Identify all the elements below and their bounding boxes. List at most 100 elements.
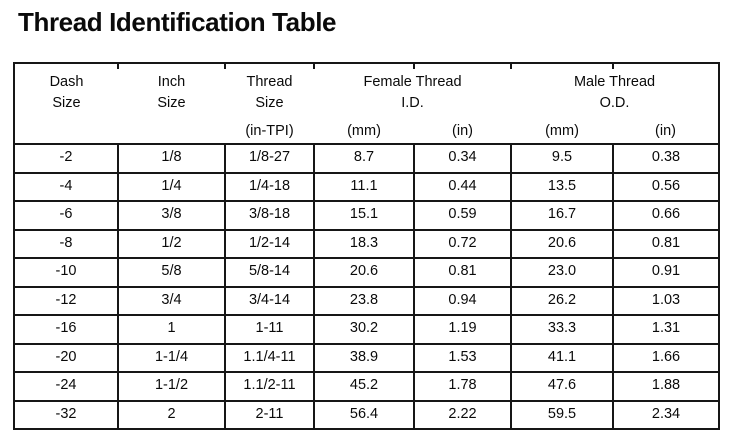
cell-female-in: 0.59 bbox=[413, 200, 512, 231]
cell-male-mm: 59.5 bbox=[510, 399, 614, 430]
cell-dash: -16 bbox=[13, 314, 119, 345]
column-tick bbox=[313, 64, 315, 69]
cell-dash: -6 bbox=[13, 200, 119, 231]
table-row: -24 1-1/2 1.1/2-11 45.2 1.78 47.6 1.88 bbox=[13, 371, 721, 402]
cell-thread: 1/8-27 bbox=[224, 143, 315, 174]
cell-female-mm: 23.8 bbox=[313, 285, 415, 316]
cell-inch: 2 bbox=[117, 399, 226, 430]
cell-female-in: 1.19 bbox=[413, 314, 512, 345]
cell-female-mm: 8.7 bbox=[313, 143, 415, 174]
table-body: -2 1/8 1/8-27 8.7 0.34 9.5 0.38 -4 1/4 1… bbox=[13, 143, 721, 430]
table-row: -8 1/2 1/2-14 18.3 0.72 20.6 0.81 bbox=[13, 228, 721, 259]
header-male-in: (in) bbox=[655, 123, 676, 140]
header-male-thread: Male Thread bbox=[573, 74, 656, 91]
cell-male-mm: 47.6 bbox=[510, 371, 614, 402]
cell-thread: 1.1/4-11 bbox=[224, 342, 315, 373]
header-female-mm: (mm) bbox=[347, 123, 381, 140]
cell-male-mm: 33.3 bbox=[510, 314, 614, 345]
page-title: Thread Identification Table bbox=[18, 7, 337, 37]
header-female-thread: Female Thread bbox=[363, 74, 462, 91]
cell-female-in: 0.72 bbox=[413, 228, 512, 259]
data-table: Dash Inch Thread Female Thread Male Thre… bbox=[13, 62, 721, 430]
header-empty bbox=[118, 115, 225, 144]
cell-thread: 3/4-14 bbox=[224, 285, 315, 316]
cell-female-mm: 15.1 bbox=[313, 200, 415, 231]
header-female-in: (in) bbox=[452, 123, 473, 140]
header-row-3: (in-TPI) (mm) (in) (mm) (in) bbox=[14, 115, 719, 144]
cell-dash: -12 bbox=[13, 285, 119, 316]
cell-thread: 1/4-18 bbox=[224, 171, 315, 202]
header-thread-size: Size bbox=[255, 95, 284, 112]
header-male-od: O.D. bbox=[599, 95, 630, 112]
cell-male-in: 0.56 bbox=[611, 171, 721, 202]
cell-inch: 1/8 bbox=[117, 143, 226, 174]
table-row: -16 1 1-11 30.2 1.19 33.3 1.31 bbox=[13, 314, 721, 345]
cell-male-in: 1.66 bbox=[611, 342, 721, 373]
cell-female-in: 1.78 bbox=[413, 371, 512, 402]
header-inch-size: Size bbox=[157, 95, 186, 112]
cell-dash: -2 bbox=[13, 143, 119, 174]
cell-inch: 1/4 bbox=[117, 171, 226, 202]
cell-male-in: 0.66 bbox=[611, 200, 721, 231]
cell-male-mm: 16.7 bbox=[510, 200, 614, 231]
cell-male-in: 1.31 bbox=[611, 314, 721, 345]
cell-thread: 5/8-14 bbox=[224, 257, 315, 288]
table-header: Dash Inch Thread Female Thread Male Thre… bbox=[14, 63, 719, 144]
cell-male-mm: 20.6 bbox=[510, 228, 614, 259]
cell-inch: 5/8 bbox=[117, 257, 226, 288]
header-male-mm: (mm) bbox=[545, 123, 579, 140]
cell-male-in: 0.81 bbox=[611, 228, 721, 259]
table-row: -6 3/8 3/8-18 15.1 0.59 16.7 0.66 bbox=[13, 200, 721, 231]
cell-dash: -20 bbox=[13, 342, 119, 373]
column-tick bbox=[117, 64, 119, 69]
header-thread: Thread bbox=[246, 74, 293, 91]
header-row-1: Dash Inch Thread Female Thread Male Thre… bbox=[14, 63, 719, 93]
cell-thread: 3/8-18 bbox=[224, 200, 315, 231]
cell-dash: -24 bbox=[13, 371, 119, 402]
cell-inch: 3/8 bbox=[117, 200, 226, 231]
cell-male-in: 0.38 bbox=[611, 143, 721, 174]
cell-dash: -8 bbox=[13, 228, 119, 259]
cell-inch: 3/4 bbox=[117, 285, 226, 316]
cell-thread: 1/2-14 bbox=[224, 228, 315, 259]
cell-female-in: 0.44 bbox=[413, 171, 512, 202]
cell-female-mm: 45.2 bbox=[313, 371, 415, 402]
cell-female-mm: 20.6 bbox=[313, 257, 415, 288]
cell-female-in: 0.34 bbox=[413, 143, 512, 174]
thread-identification-table: Dash Inch Thread Female Thread Male Thre… bbox=[13, 62, 721, 430]
header-female-id: I.D. bbox=[401, 95, 424, 112]
cell-female-in: 0.94 bbox=[413, 285, 512, 316]
cell-male-in: 0.91 bbox=[611, 257, 721, 288]
cell-male-mm: 23.0 bbox=[510, 257, 614, 288]
cell-male-in: 2.34 bbox=[611, 399, 721, 430]
header-empty bbox=[14, 115, 118, 144]
header-thread-units: (in-TPI) bbox=[245, 123, 294, 140]
cell-female-in: 1.53 bbox=[413, 342, 512, 373]
cell-female-in: 2.22 bbox=[413, 399, 512, 430]
table-row: -20 1-1/4 1.1/4-11 38.9 1.53 41.1 1.66 bbox=[13, 342, 721, 373]
cell-thread: 1.1/2-11 bbox=[224, 371, 315, 402]
cell-male-mm: 26.2 bbox=[510, 285, 614, 316]
cell-dash: -32 bbox=[13, 399, 119, 430]
cell-male-in: 1.88 bbox=[611, 371, 721, 402]
cell-thread: 2-11 bbox=[224, 399, 315, 430]
cell-female-mm: 18.3 bbox=[313, 228, 415, 259]
cell-inch: 1/2 bbox=[117, 228, 226, 259]
cell-inch: 1-1/2 bbox=[117, 371, 226, 402]
cell-male-mm: 13.5 bbox=[510, 171, 614, 202]
header-inch: Inch bbox=[157, 74, 186, 91]
cell-dash: -10 bbox=[13, 257, 119, 288]
cell-male-in: 1.03 bbox=[611, 285, 721, 316]
column-tick bbox=[224, 64, 226, 69]
cell-female-in: 0.81 bbox=[413, 257, 512, 288]
cell-male-mm: 41.1 bbox=[510, 342, 614, 373]
header-dash-size: Size bbox=[52, 95, 81, 112]
column-tick bbox=[612, 64, 614, 69]
cell-male-mm: 9.5 bbox=[510, 143, 614, 174]
table-row: -10 5/8 5/8-14 20.6 0.81 23.0 0.91 bbox=[13, 257, 721, 288]
cell-inch: 1 bbox=[117, 314, 226, 345]
table-row: -32 2 2-11 56.4 2.22 59.5 2.34 bbox=[13, 399, 721, 430]
cell-female-mm: 11.1 bbox=[313, 171, 415, 202]
cell-dash: -4 bbox=[13, 171, 119, 202]
